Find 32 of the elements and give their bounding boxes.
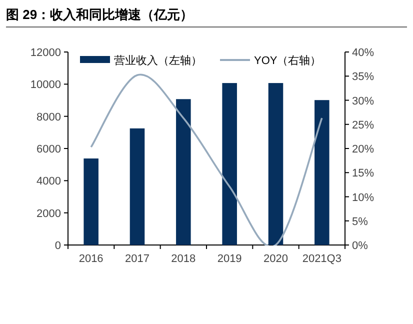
legend-label: 营业收入（左轴） (114, 54, 202, 67)
chart-title: 图 29：收入和同比增速（亿元） (6, 7, 194, 22)
x-tick-label: 2016 (78, 253, 104, 265)
x-tick-label: 2021Q3 (302, 253, 342, 265)
bar (176, 99, 191, 245)
x-tick-label: 2018 (171, 253, 196, 265)
line-series (90, 74, 323, 246)
y2-tick-label: 15% (352, 168, 374, 180)
y2-tick-label: 25% (352, 119, 374, 132)
y-tick-label: 10000 (30, 79, 61, 92)
bar (314, 100, 330, 245)
x-tick-label: 2020 (264, 253, 288, 265)
y2-tick-label: 30% (352, 95, 374, 108)
y-tick-label: 4000 (36, 176, 61, 188)
y2-tick-label: 35% (352, 71, 374, 84)
bar (268, 83, 284, 245)
y-tick-label: 6000 (36, 144, 61, 156)
bar (222, 83, 237, 245)
y2-tick-label: 0% (352, 240, 368, 252)
y-tick-label: 2000 (36, 208, 61, 220)
y-tick-label: 0 (54, 240, 61, 252)
bar (84, 158, 98, 245)
y2-tick-label: 20% (352, 144, 374, 156)
x-tick-label: 2017 (125, 253, 150, 265)
legend-label: YOY（右轴） (254, 54, 322, 67)
bar (130, 128, 145, 245)
x-tick-label: 2019 (217, 253, 242, 265)
y2-tick-label: 40% (352, 47, 374, 59)
y-tick-label: 12000 (30, 47, 61, 59)
y-tick-label: 8000 (36, 111, 61, 124)
y2-tick-label: 5% (352, 216, 368, 228)
y2-tick-label: 10% (352, 192, 374, 204)
